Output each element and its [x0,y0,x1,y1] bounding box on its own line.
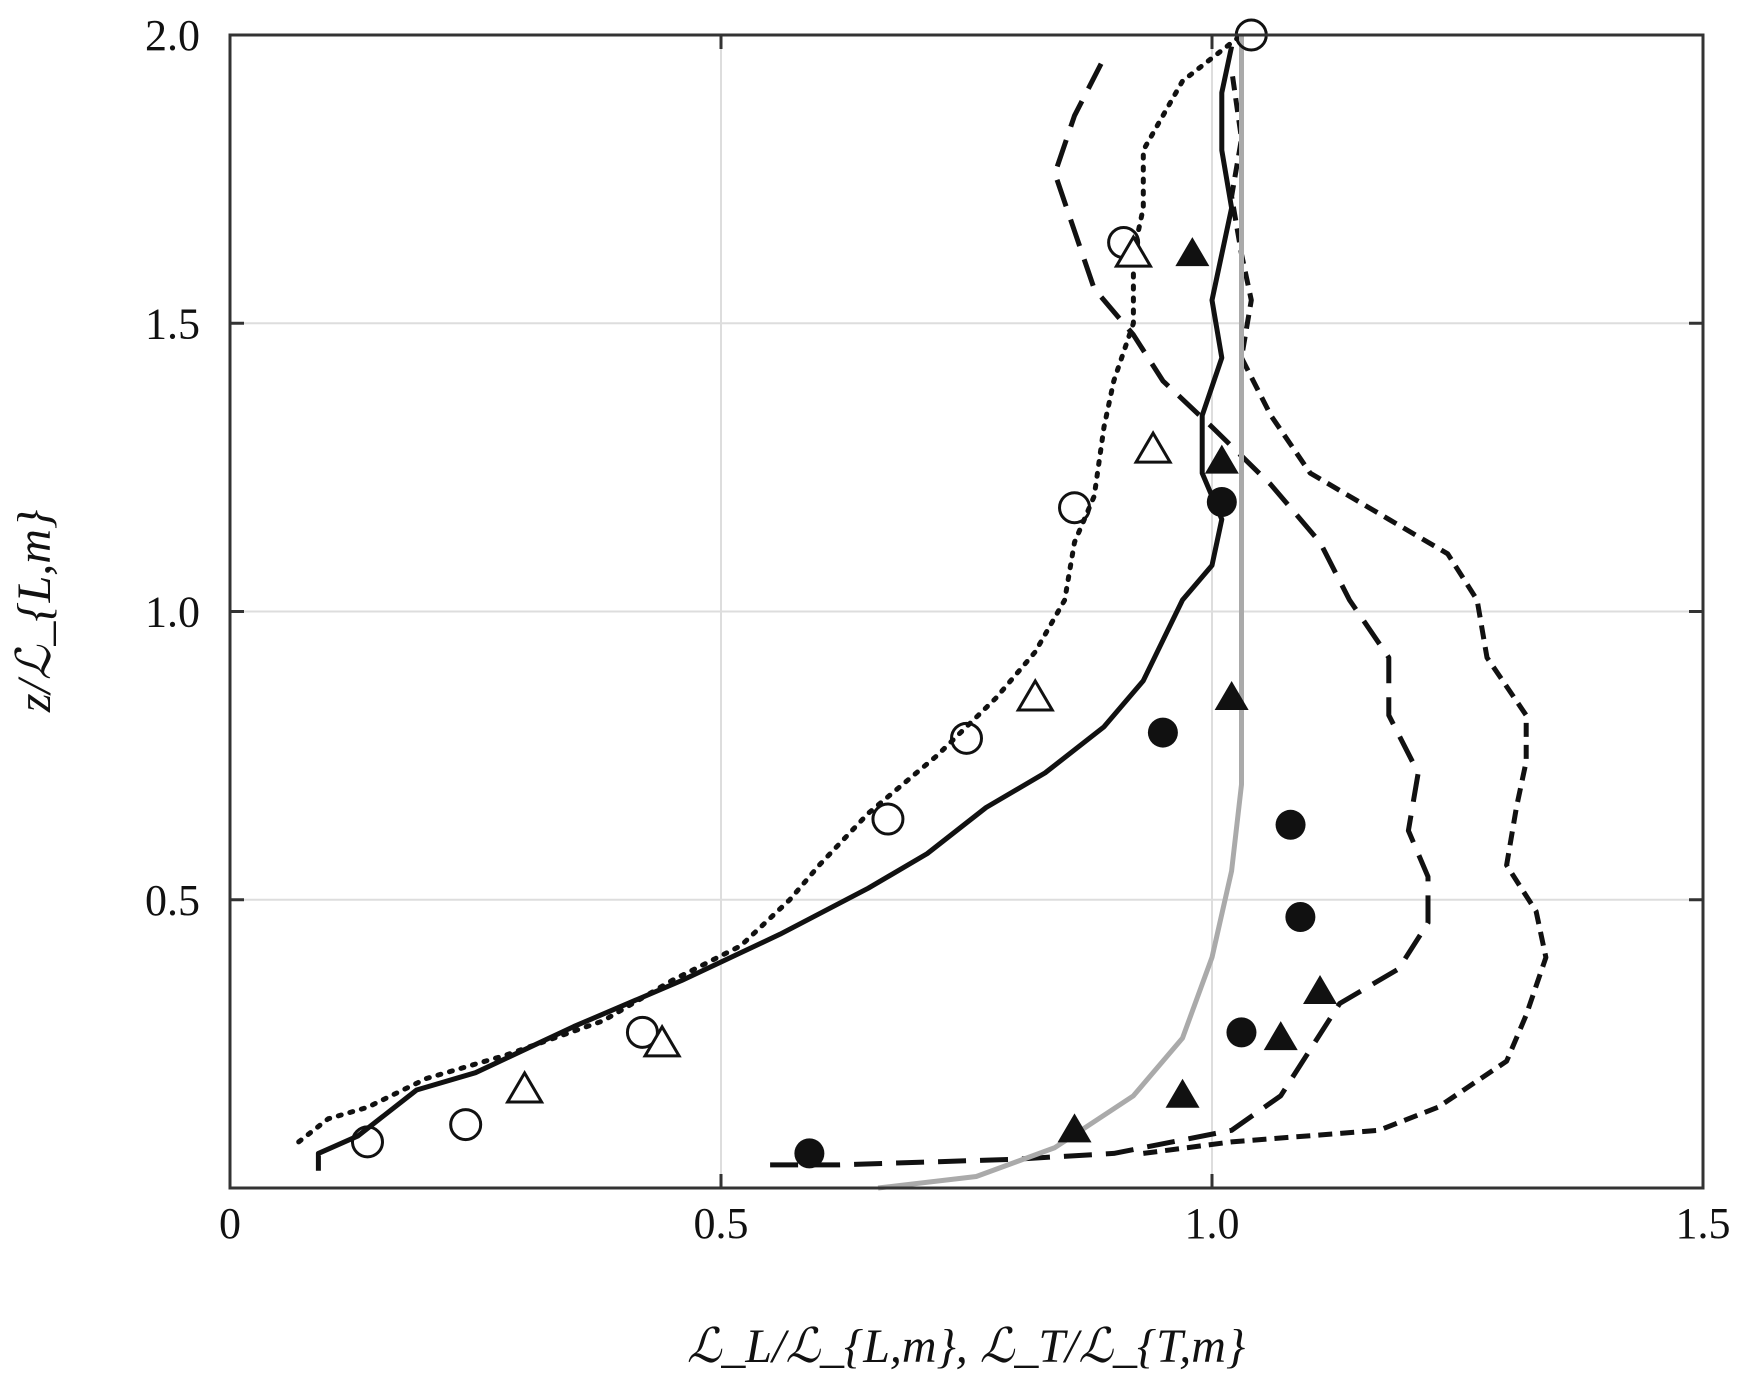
open-circle-marker [449,1108,483,1142]
open-circle-marker [871,802,905,836]
y-tick-label: 1.0 [145,588,200,637]
y-tick-label: 2.0 [145,11,200,60]
open-circle-marker [350,1125,384,1159]
marker-group [350,18,1338,1169]
x-tick-label: 0.5 [694,1199,749,1248]
series-line-3-long-dashed [770,56,1431,1168]
filled-circle-marker [1206,486,1237,517]
x-tick-label: 0 [219,1199,241,1248]
filled-circle-marker [1147,717,1178,748]
filled-triangle-marker [1165,1078,1200,1108]
filled-circle-marker [1275,809,1306,840]
open-triangle-marker [1113,234,1154,268]
filled-circle-marker [794,1138,825,1169]
series-line-4-short-dashed [1142,69,1549,1156]
grid [230,35,1703,1188]
open-triangle-marker [1015,678,1055,712]
series-line-2-solid [315,45,1235,1171]
y-axis-label: z/ℒ_{L,m} [8,510,61,713]
ticks: 0 0.5 1.0 1.5 0.5 1.0 1.5 2.0 [145,11,1731,1248]
open-triangle-marker [1133,430,1173,464]
x-tick-label: 1.0 [1185,1199,1240,1248]
open-triangle-marker [504,1070,545,1104]
y-tick-label: 0.5 [145,876,200,925]
filled-triangle-marker [1175,237,1210,267]
open-triangle-marker [642,1023,682,1058]
filled-triangle-marker [1204,444,1239,474]
x-tick-label: 1.5 [1676,1199,1731,1248]
open-circle-marker [950,721,983,755]
filled-triangle-marker [1263,1021,1298,1051]
filled-triangle-marker [1214,680,1249,710]
x-axis-label-text: ℒ_L/ℒ_{L,m}, ℒ_T/ℒ_{T,m} [687,1320,1245,1373]
filled-triangle-marker [1303,974,1338,1004]
x-axis-label: ℒ_L/ℒ_{L,m}, ℒ_T/ℒ_{T,m} [687,1320,1245,1373]
series-line-5-solid [877,35,1244,1191]
filled-circle-marker [1226,1017,1257,1048]
filled-circle-marker [1285,902,1316,933]
filled-triangle-marker [1057,1113,1092,1143]
y-axis-label-text: z/ℒ_{L,m} [8,510,61,713]
y-tick-label: 1.5 [145,299,200,348]
open-circle-marker [1058,491,1092,525]
